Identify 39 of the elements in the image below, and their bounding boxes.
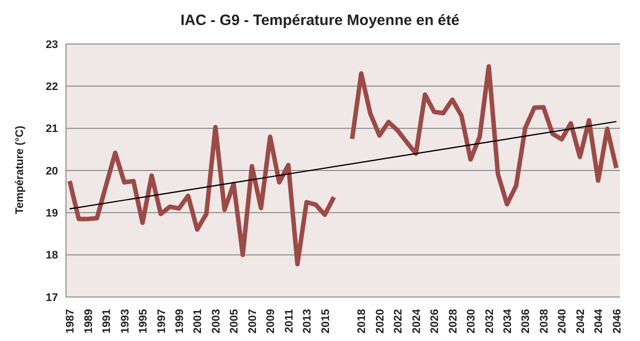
x-tick-label: 1999 — [174, 309, 186, 334]
x-tick-label: 2042 — [574, 309, 587, 334]
x-tick-label: 2032 — [484, 309, 496, 334]
x-tick-label: 2003 — [210, 309, 222, 334]
x-tick-label: 2026 — [429, 309, 442, 334]
x-tick-label: 1993 — [119, 309, 132, 334]
x-tick-label: 1995 — [138, 309, 150, 334]
x-tick-label: 2024 — [410, 308, 423, 334]
x-tick-label: 2046 — [611, 309, 624, 334]
x-tick-label: 1987 — [64, 309, 77, 334]
y-tick-label: 22 — [46, 81, 58, 94]
y-tick-label: 19 — [46, 208, 58, 220]
x-tick-label: 2038 — [538, 309, 550, 334]
x-tick-label: 2007 — [246, 309, 259, 334]
x-tick-label: 2013 — [302, 309, 314, 334]
x-tick-label: 2018 — [356, 309, 368, 334]
x-tick-label: 2015 — [320, 309, 332, 334]
x-tick-label: 2001 — [192, 309, 204, 334]
x-tick-label: 1989 — [82, 309, 95, 334]
y-tick-label: 23 — [46, 38, 58, 51]
x-tick-label: 2011 — [283, 309, 296, 333]
x-tick-label: 2044 — [593, 308, 606, 334]
y-tick-label: 17 — [46, 292, 58, 304]
y-tick-label: 20 — [46, 165, 58, 178]
x-tick-label: 2028 — [447, 309, 460, 334]
x-tick-label: 2020 — [374, 309, 386, 334]
chart-title: IAC - G9 - Température Moyenne en été — [180, 12, 460, 29]
x-tick-label: 2040 — [556, 309, 569, 334]
y-axis-title: Température (°C) — [14, 126, 26, 214]
x-tick-label: 1991 — [101, 309, 114, 334]
x-tick-label: 2036 — [520, 309, 532, 334]
x-tick-label: 2005 — [228, 309, 241, 334]
x-tick-label: 2009 — [265, 309, 278, 334]
x-tick-label: 1997 — [156, 309, 168, 334]
x-tick-label: 2030 — [466, 309, 478, 334]
x-tick-label: 2022 — [392, 309, 405, 334]
x-tick-label: 2034 — [502, 308, 514, 334]
y-tick-label: 18 — [46, 250, 58, 262]
y-tick-label: 21 — [46, 123, 58, 136]
